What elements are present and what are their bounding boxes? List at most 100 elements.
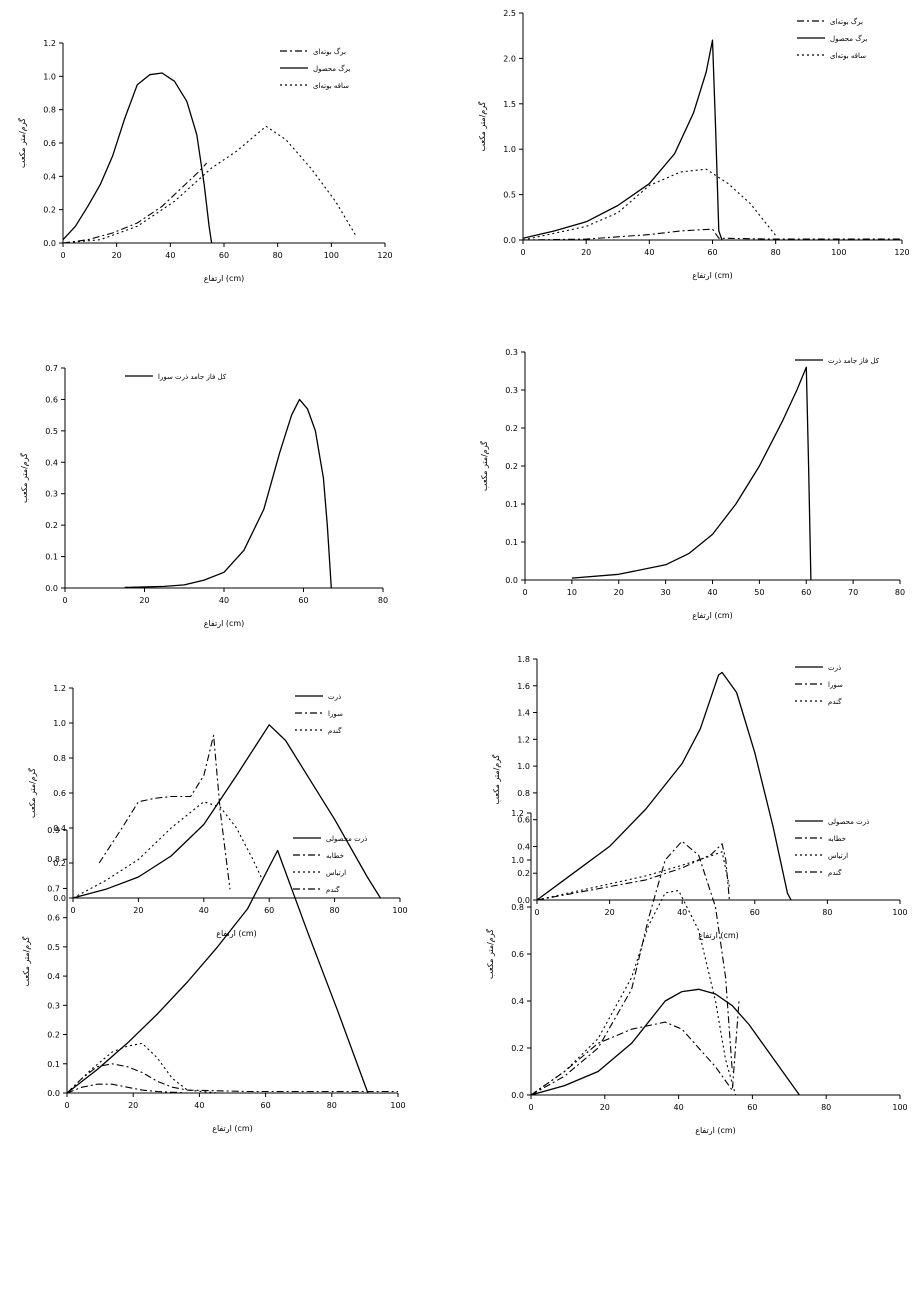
y-tick-label: 0.6: [53, 789, 66, 798]
y-axis-label: گرم/متر مکعب: [477, 101, 487, 151]
y-tick-label: 0.3: [45, 490, 58, 499]
legend-label: کل فاز جامد ذرت سورا: [158, 373, 227, 381]
y-tick-label: 2.5: [503, 9, 516, 18]
legend: کل فاز جامد ذرت سورا: [125, 373, 227, 381]
chart-5: 0 20 40 60 80 100 0.0 0.2 0.4 0.6 0.8 1.0 1.2 ارتفاع …: [27, 684, 408, 938]
series-line-3: [530, 889, 737, 1096]
legend: ذرت محصولی خطابه ارتیاس گندم: [795, 818, 869, 877]
x-tick-label: 60: [219, 251, 229, 260]
x-tick-label: 60: [750, 908, 760, 917]
y-tick-label: 0.0: [511, 1091, 524, 1100]
y-axis-label: گرم/متر مکعب: [479, 441, 489, 491]
y-tick-label: 1.5: [503, 100, 516, 109]
legend-label: کل فاز جامد ذرت: [828, 357, 880, 365]
y-tick-label: 0.2: [505, 424, 518, 433]
legend-label: گندم: [828, 868, 842, 877]
y-tick-label: 0.2: [517, 869, 530, 878]
y-tick-label: 0.8: [511, 903, 524, 912]
legend-label: خطابه: [326, 852, 344, 860]
legend-label: ذرت محصولی: [326, 835, 367, 843]
y-tick-label: 0.5: [45, 427, 58, 436]
x-tick-label: 80: [330, 906, 340, 915]
y-axis-label: گرم/متر مکعب: [491, 754, 501, 804]
legend-label: برگ محصول: [830, 34, 867, 43]
y-tick-label: 0.7: [47, 884, 60, 893]
x-tick-label: 100: [892, 908, 907, 917]
y-axis-label: گرم/متر مکعب: [27, 768, 37, 818]
series-line-2: [66, 1063, 398, 1094]
series-line-1: [571, 366, 812, 581]
y-tick-label: 0.2: [53, 859, 66, 868]
y-tick-label: 2.0: [503, 54, 516, 63]
x-tick-label: 100: [892, 1103, 907, 1112]
y-tick-label: 0.1: [47, 1060, 60, 1069]
x-tick-label: 0: [520, 248, 525, 257]
legend-label: برگ بوته‌ای: [830, 17, 863, 26]
series-line-2: [536, 843, 730, 901]
legend-label: ساقه بوته‌ای: [830, 52, 866, 60]
y-tick-label: 0.0: [505, 576, 518, 585]
x-tick-label: 20: [600, 1103, 610, 1112]
x-tick-label: 80: [821, 1103, 831, 1112]
y-tick-label: 0.1: [505, 538, 518, 547]
y-tick-label: 0.2: [505, 462, 518, 471]
x-tick-label: 40: [707, 588, 717, 597]
x-tick-label: 0: [534, 908, 539, 917]
x-tick-label: 60: [801, 588, 811, 597]
x-tick-label: 20: [581, 248, 591, 257]
y-tick-label: 0.3: [47, 1001, 60, 1010]
y-tick-label: 0.8: [43, 106, 56, 115]
legend-label: سورا: [828, 681, 843, 689]
y-tick-label: 0.9: [47, 826, 60, 835]
y-tick-label: 1.6: [517, 682, 530, 691]
series-line-1: [522, 228, 902, 241]
series-line-3: [522, 168, 777, 241]
legend: برگ بوته‌ای برگ محصول ساقه بوته‌ای: [797, 17, 867, 60]
legend-label: خطابه: [828, 835, 846, 843]
x-axis-label: ارتفاع (cm): [692, 271, 733, 280]
chart-4: 0 10 20 30 40 50 60 70 80 0.0 0.1 0.1 0.2 0.2 0.3 0.3 ار…: [479, 348, 905, 620]
x-tick-label: 80: [378, 596, 388, 605]
x-tick-label: 80: [771, 248, 781, 257]
y-tick-label: 1.0: [511, 856, 524, 865]
x-tick-label: 20: [605, 908, 615, 917]
y-tick-label: 0.6: [45, 395, 58, 404]
x-tick-label: 20: [139, 596, 149, 605]
y-tick-label: 0.2: [511, 1044, 524, 1053]
series-line-3: [72, 801, 264, 899]
x-tick-label: 40: [199, 906, 209, 915]
x-tick-label: 0: [64, 1101, 69, 1110]
x-axis-label: ارتفاع (cm): [692, 611, 733, 620]
y-tick-label: 0.2: [43, 206, 56, 215]
x-axis-label: ارتفاع (cm): [216, 929, 257, 938]
y-axis-label: گرم/متر مکعب: [485, 929, 495, 979]
series-line-1: [72, 724, 381, 899]
x-tick-label: 60: [261, 1101, 271, 1110]
y-tick-label: 0.6: [517, 816, 530, 825]
y-axis-label: گرم/متر مکعب: [17, 118, 27, 168]
x-tick-label: 40: [677, 908, 687, 917]
series-line-3: [62, 125, 356, 244]
y-tick-label: 0.1: [505, 500, 518, 509]
series-line-2: [522, 39, 723, 241]
x-tick-label: 100: [324, 251, 339, 260]
chart-1: 0 20 40 60 80 100 120 0.0 0.2 0.4 0.6 0.8 1.0 1.2 ارتف…: [17, 39, 393, 283]
y-tick-label: 0.3: [505, 386, 518, 395]
legend-label: ارتیاس: [326, 869, 346, 877]
y-tick-label: 1.2: [517, 735, 530, 744]
x-tick-label: 50: [754, 588, 764, 597]
x-tick-label: 100: [392, 906, 407, 915]
series-line-2: [98, 734, 231, 890]
x-tick-label: 40: [674, 1103, 684, 1112]
series-line-3: [536, 851, 730, 901]
x-tick-label: 70: [848, 588, 858, 597]
y-tick-label: 0.0: [517, 896, 530, 905]
series-line-1: [124, 398, 332, 589]
x-axis-label: ارتفاع (cm): [204, 274, 245, 283]
x-tick-label: 60: [264, 906, 274, 915]
legend: برگ بوته‌ای برگ محصول ساقه بوته‌ای: [280, 47, 350, 90]
chart-2: 0 20 40 60 80 100 120 0.0 0.5 1.0 1.5 2.0 2.5 ارتفاع …: [477, 9, 910, 280]
chart-6: 0 20 40 60 80 100 0.0 0.2 0.4 0.6 0.8 1.0 1.2 1.4 1.6 1…: [491, 655, 908, 940]
y-tick-label: 1.0: [43, 72, 56, 81]
